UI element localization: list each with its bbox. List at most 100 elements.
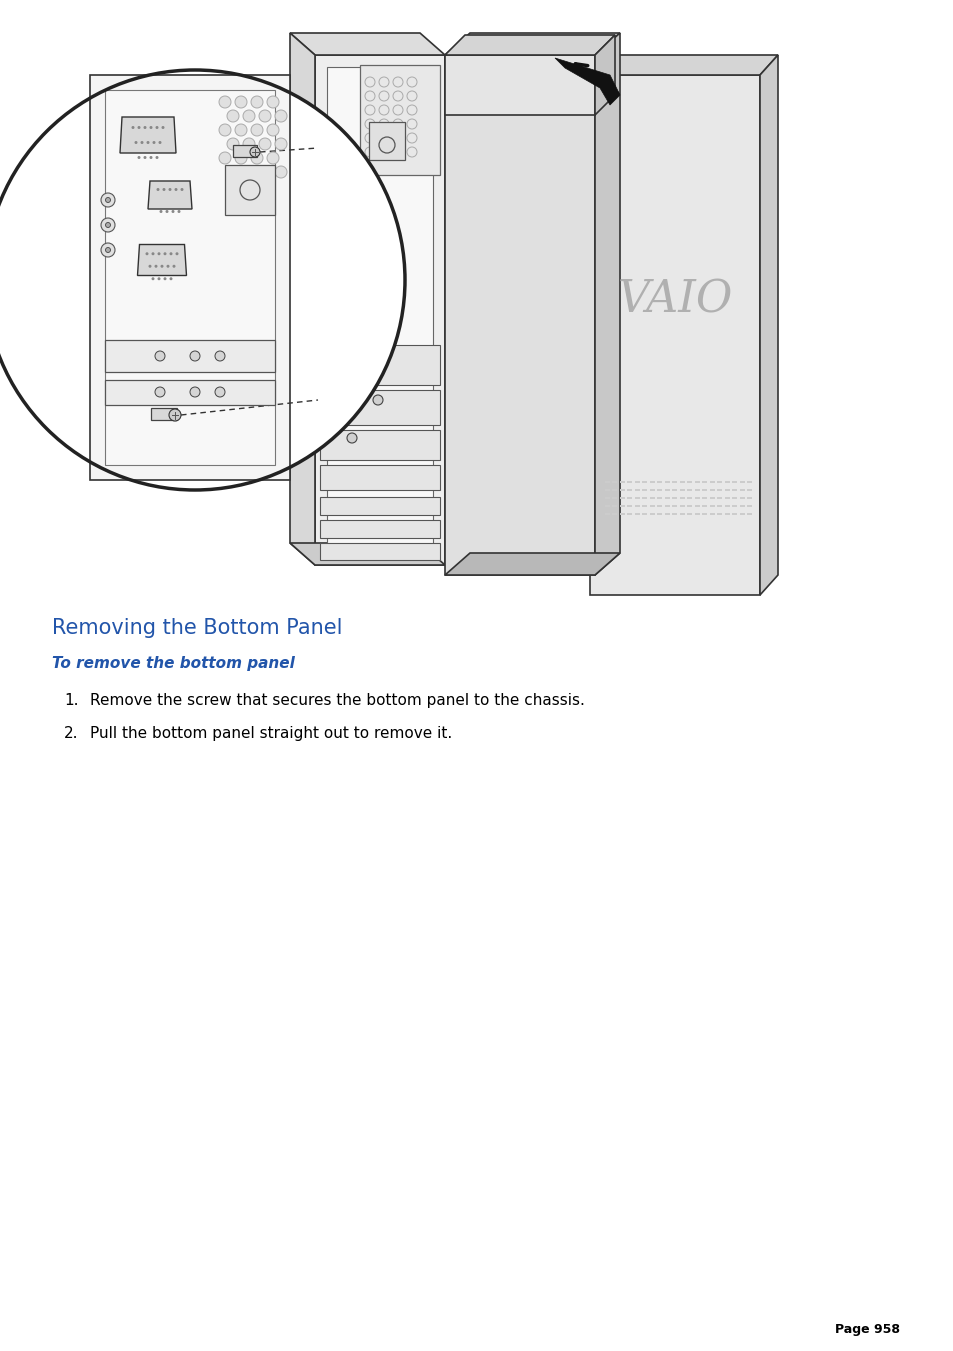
Bar bbox=[672, 497, 677, 499]
Text: Removing the Bottom Panel: Removing the Bottom Panel bbox=[52, 617, 342, 638]
Bar bbox=[612, 481, 617, 484]
Circle shape bbox=[234, 153, 247, 163]
Bar bbox=[747, 505, 752, 507]
Circle shape bbox=[163, 277, 167, 280]
Bar bbox=[225, 165, 274, 215]
Bar bbox=[732, 513, 737, 515]
Circle shape bbox=[106, 197, 111, 203]
Bar bbox=[709, 513, 714, 515]
Circle shape bbox=[169, 188, 172, 190]
Circle shape bbox=[137, 126, 140, 128]
Circle shape bbox=[147, 141, 150, 145]
Bar bbox=[740, 489, 744, 490]
Text: To remove the bottom panel: To remove the bottom panel bbox=[52, 657, 294, 671]
Bar bbox=[657, 505, 661, 507]
Bar bbox=[701, 481, 707, 484]
Polygon shape bbox=[444, 55, 595, 576]
Bar bbox=[612, 505, 617, 507]
Polygon shape bbox=[319, 430, 439, 459]
Bar bbox=[635, 481, 639, 484]
Circle shape bbox=[150, 155, 152, 159]
Polygon shape bbox=[105, 340, 274, 372]
Circle shape bbox=[243, 166, 254, 178]
Bar bbox=[627, 505, 632, 507]
Polygon shape bbox=[589, 76, 760, 594]
Circle shape bbox=[318, 396, 327, 404]
Polygon shape bbox=[555, 58, 619, 105]
Circle shape bbox=[150, 126, 152, 128]
Bar bbox=[635, 497, 639, 499]
Circle shape bbox=[258, 109, 271, 122]
Circle shape bbox=[347, 394, 356, 405]
Circle shape bbox=[175, 253, 178, 255]
Circle shape bbox=[172, 209, 174, 213]
Bar bbox=[619, 513, 624, 515]
Bar bbox=[664, 481, 669, 484]
Circle shape bbox=[219, 124, 231, 136]
Bar bbox=[664, 497, 669, 499]
Polygon shape bbox=[319, 390, 439, 426]
Circle shape bbox=[219, 96, 231, 108]
Bar bbox=[649, 481, 655, 484]
Bar bbox=[635, 513, 639, 515]
Bar bbox=[717, 481, 721, 484]
Circle shape bbox=[159, 209, 162, 213]
Circle shape bbox=[214, 386, 225, 397]
Polygon shape bbox=[444, 35, 615, 55]
Bar bbox=[323, 236, 345, 257]
Circle shape bbox=[327, 309, 338, 322]
Bar bbox=[740, 513, 744, 515]
Circle shape bbox=[156, 188, 159, 190]
Text: 1.: 1. bbox=[64, 693, 78, 708]
Circle shape bbox=[154, 351, 165, 361]
Bar bbox=[747, 481, 752, 484]
Text: Page 958: Page 958 bbox=[834, 1324, 899, 1336]
Circle shape bbox=[101, 243, 115, 257]
Circle shape bbox=[274, 138, 287, 150]
Bar bbox=[732, 481, 737, 484]
Polygon shape bbox=[90, 76, 290, 480]
Bar bbox=[672, 489, 677, 490]
Circle shape bbox=[161, 126, 164, 128]
Text: 2.: 2. bbox=[64, 725, 78, 740]
Polygon shape bbox=[105, 380, 274, 405]
Circle shape bbox=[243, 138, 254, 150]
Circle shape bbox=[157, 253, 160, 255]
Bar bbox=[649, 505, 655, 507]
Bar bbox=[619, 489, 624, 490]
Circle shape bbox=[155, 155, 158, 159]
Bar bbox=[612, 489, 617, 490]
Bar bbox=[687, 497, 692, 499]
Circle shape bbox=[347, 434, 356, 443]
Bar bbox=[679, 489, 684, 490]
Circle shape bbox=[157, 277, 160, 280]
Bar bbox=[635, 489, 639, 490]
Bar bbox=[717, 513, 721, 515]
Bar bbox=[747, 513, 752, 515]
Polygon shape bbox=[444, 32, 619, 55]
Bar bbox=[612, 497, 617, 499]
Polygon shape bbox=[595, 32, 619, 576]
Polygon shape bbox=[595, 35, 615, 115]
Bar bbox=[641, 505, 647, 507]
Bar bbox=[233, 145, 256, 157]
Bar bbox=[604, 513, 609, 515]
Polygon shape bbox=[319, 520, 439, 538]
Circle shape bbox=[165, 209, 169, 213]
Bar bbox=[604, 497, 609, 499]
Polygon shape bbox=[148, 181, 192, 209]
Circle shape bbox=[174, 188, 177, 190]
Bar bbox=[687, 505, 692, 507]
Circle shape bbox=[152, 253, 154, 255]
Polygon shape bbox=[589, 55, 778, 76]
Bar bbox=[604, 481, 609, 484]
Bar bbox=[604, 489, 609, 490]
Polygon shape bbox=[760, 55, 778, 594]
Circle shape bbox=[251, 153, 263, 163]
Bar bbox=[641, 489, 647, 490]
Circle shape bbox=[0, 70, 405, 490]
Circle shape bbox=[373, 394, 382, 405]
Bar bbox=[740, 505, 744, 507]
Bar bbox=[724, 489, 729, 490]
Circle shape bbox=[172, 265, 175, 267]
